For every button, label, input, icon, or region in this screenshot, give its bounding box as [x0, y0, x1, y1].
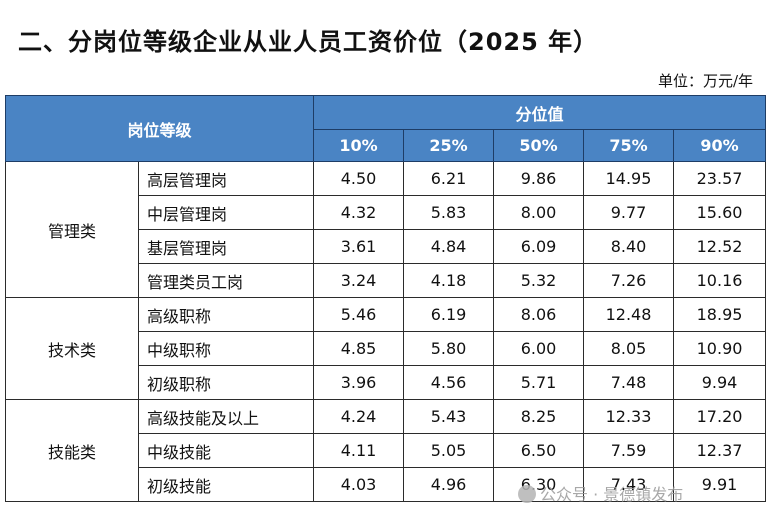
- page-title: 二、分岗位等级企业从业人员工资价位（2025 年）: [18, 28, 599, 56]
- value-cell: 9.94: [673, 365, 767, 400]
- value-cell: 8.40: [583, 229, 675, 264]
- value-cell: 7.48: [583, 365, 675, 400]
- value-cell: 7.59: [583, 433, 675, 468]
- header-p50: 50%: [493, 129, 585, 162]
- value-cell: 4.32: [313, 195, 405, 230]
- value-cell: 9.91: [673, 467, 767, 502]
- value-cell: 4.18: [403, 263, 495, 298]
- value-cell: 6.30: [493, 467, 585, 502]
- value-cell: 12.37: [673, 433, 767, 468]
- header-percentile-row: 10% 25% 50% 75% 90%: [6, 129, 767, 162]
- header-row: 岗位等级 分位值: [4, 95, 767, 162]
- table-body: 管理类 高层管理岗 4.50 6.21 9.86 14.95 23.57 中层管…: [5, 161, 767, 502]
- table-row: 初级职称 3.96 4.56 5.71 7.48 9.94: [6, 365, 767, 400]
- header-p10: 10%: [313, 129, 405, 162]
- value-cell: 12.48: [583, 297, 675, 332]
- value-cell: 4.50: [313, 161, 405, 196]
- value-cell: 4.24: [313, 399, 405, 434]
- post-cell: 高级职称: [137, 297, 315, 332]
- table-row: 管理类 高层管理岗 4.50 6.21 9.86 14.95 23.57: [5, 161, 767, 298]
- header-post-level: 岗位等级: [4, 95, 315, 162]
- post-cell: 基层管理岗: [137, 229, 315, 264]
- post-cell: 中级技能: [137, 433, 315, 468]
- table-row: 管理类员工岗 3.24 4.18 5.32 7.26 10.16: [6, 263, 767, 298]
- table-row: 技术类 高级职称 5.46 6.19 8.06 12.48 18.95: [5, 297, 767, 400]
- value-cell: 8.05: [583, 331, 675, 366]
- table-row: 基层管理岗 3.61 4.84 6.09 8.40 12.52: [6, 229, 767, 264]
- table-row: 中层管理岗 4.32 5.83 8.00 9.77 15.60: [6, 195, 767, 230]
- table-row: 技能类 高级技能及以上 4.24 5.43 8.25 12.33 17.20: [5, 399, 767, 502]
- value-cell: 5.46: [313, 297, 405, 332]
- value-cell: 5.05: [403, 433, 495, 468]
- value-cell: 9.77: [583, 195, 675, 230]
- value-cell: 7.43: [583, 467, 675, 502]
- post-cell: 初级技能: [137, 467, 315, 502]
- value-cell: 5.80: [403, 331, 495, 366]
- unit-label: 单位：万元/年: [657, 72, 753, 90]
- value-cell: 6.00: [493, 331, 585, 366]
- value-cell: 4.96: [403, 467, 495, 502]
- value-cell: 8.06: [493, 297, 585, 332]
- value-cell: 17.20: [673, 399, 767, 434]
- header-p25: 25%: [403, 129, 495, 162]
- value-cell: 5.43: [403, 399, 495, 434]
- post-cell: 高层管理岗: [137, 161, 315, 196]
- header-p75: 75%: [583, 129, 675, 162]
- post-cell: 中级职称: [137, 331, 315, 366]
- value-cell: 23.57: [673, 161, 767, 196]
- value-cell: 8.00: [493, 195, 585, 230]
- value-cell: 3.61: [313, 229, 405, 264]
- value-cell: 15.60: [673, 195, 767, 230]
- post-cell: 中层管理岗: [137, 195, 315, 230]
- category-cell: 技术类: [5, 297, 139, 400]
- category-cell: 技能类: [5, 399, 139, 502]
- table-row: 中级技能 4.11 5.05 6.50 7.59 12.37: [6, 433, 767, 468]
- value-cell: 12.33: [583, 399, 675, 434]
- table-row: 初级技能 4.03 4.96 6.30 7.43 9.91: [6, 467, 767, 502]
- value-cell: 5.71: [493, 365, 585, 400]
- post-cell: 管理类员工岗: [137, 263, 315, 298]
- value-cell: 6.09: [493, 229, 585, 264]
- value-cell: 4.85: [313, 331, 405, 366]
- value-cell: 4.56: [403, 365, 495, 400]
- value-cell: 4.11: [313, 433, 405, 468]
- value-cell: 5.83: [403, 195, 495, 230]
- post-cell: 高级技能及以上: [137, 399, 315, 434]
- wage-table: 岗位等级 分位值 10% 25% 50% 75% 90% 管理类 高层管理岗 4…: [4, 95, 767, 502]
- category-cell: 管理类: [5, 161, 139, 298]
- value-cell: 12.52: [673, 229, 767, 264]
- value-cell: 10.90: [673, 331, 767, 366]
- header-p90: 90%: [673, 129, 767, 162]
- value-cell: 3.96: [313, 365, 405, 400]
- value-cell: 6.21: [403, 161, 495, 196]
- value-cell: 7.26: [583, 263, 675, 298]
- value-cell: 10.16: [673, 263, 767, 298]
- post-cell: 初级职称: [137, 365, 315, 400]
- header-percentile: 分位值: [313, 95, 767, 130]
- value-cell: 5.32: [493, 263, 585, 298]
- value-cell: 3.24: [313, 263, 405, 298]
- value-cell: 8.25: [493, 399, 585, 434]
- value-cell: 18.95: [673, 297, 767, 332]
- value-cell: 6.50: [493, 433, 585, 468]
- value-cell: 4.84: [403, 229, 495, 264]
- value-cell: 4.03: [313, 467, 405, 502]
- value-cell: 6.19: [403, 297, 495, 332]
- value-cell: 9.86: [493, 161, 585, 196]
- value-cell: 14.95: [583, 161, 675, 196]
